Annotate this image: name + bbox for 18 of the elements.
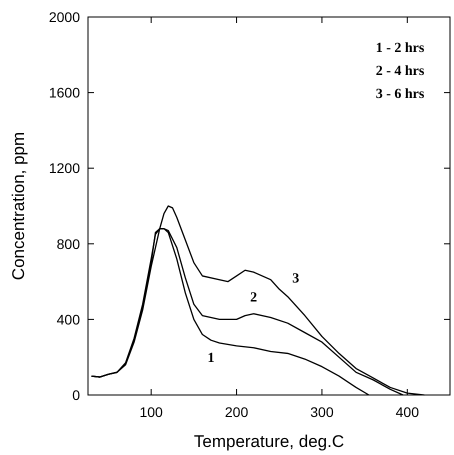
x-axis-title: Temperature, deg.C	[194, 432, 344, 451]
series-label: 2	[250, 290, 258, 306]
x-tick-label: 400	[396, 404, 420, 420]
x-tick-label: 300	[310, 404, 334, 420]
y-tick-label: 2000	[48, 9, 80, 25]
y-tick-label: 1600	[48, 84, 80, 101]
series-label: 1	[207, 351, 214, 366]
series-label: 3	[292, 272, 300, 287]
annotation: 3 - 6 hrs	[376, 87, 425, 102]
x-tick-label: 200	[224, 404, 248, 420]
y-axis-title: Concentration, ppm	[9, 132, 28, 280]
y-tick-label: 800	[56, 236, 80, 252]
x-tick-label: 100	[140, 404, 164, 420]
annotation: 1 - 2 hrs	[376, 41, 425, 56]
annotation: 2 - 4 hrs	[376, 64, 425, 79]
y-tick-label: 1200	[48, 160, 80, 176]
y-tick-label: 400	[56, 311, 80, 328]
y-tick-label: 0	[72, 387, 80, 403]
